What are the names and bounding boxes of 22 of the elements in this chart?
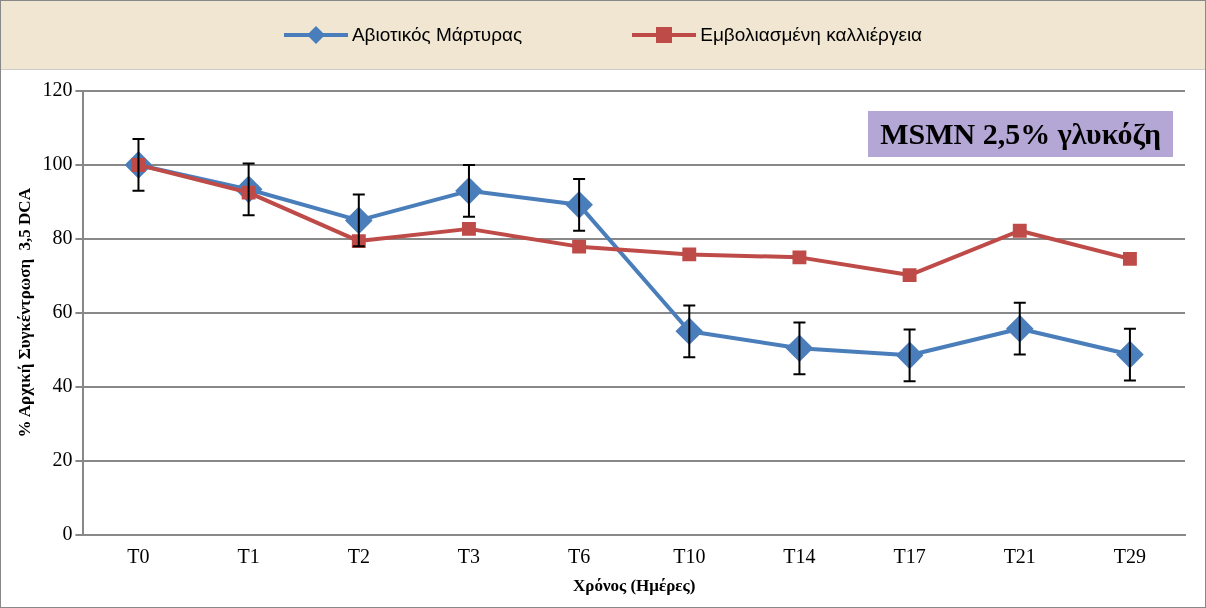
x-tick-label: T14 xyxy=(783,544,816,567)
y-tick-label: 120 xyxy=(42,78,73,101)
y-tick-label: 20 xyxy=(52,447,73,470)
y-tick-label: 80 xyxy=(52,226,73,249)
x-tick-label: T1 xyxy=(237,544,260,567)
legend-label: Αβιοτικός Μάρτυρας xyxy=(351,24,523,46)
y-tick-label: 40 xyxy=(52,373,73,396)
x-tick-label: T17 xyxy=(893,544,926,567)
legend-label: Εμβολιασμένη καλλιέργεια xyxy=(700,24,923,46)
annotation: MSMN 2,5% γλυκόζη xyxy=(868,111,1173,157)
y-tick-label: 0 xyxy=(62,521,73,544)
x-tick-label: T0 xyxy=(127,544,150,567)
x-tick-label: T10 xyxy=(673,544,706,567)
x-tick-label: T6 xyxy=(568,544,591,567)
x-tick-label: T2 xyxy=(347,544,370,567)
x-tick-label: T3 xyxy=(457,544,481,567)
y-tick-label: 60 xyxy=(52,300,73,323)
x-tick-label: T29 xyxy=(1113,544,1147,567)
y-tick-label: 100 xyxy=(42,152,73,175)
y-axis-title: % Αρχική Συγκέντρωση 3,5 DCA xyxy=(14,187,34,438)
x-tick-label: T21 xyxy=(1003,544,1036,567)
x-axis-title: Χρόνος (Ημέρες) xyxy=(573,576,696,596)
